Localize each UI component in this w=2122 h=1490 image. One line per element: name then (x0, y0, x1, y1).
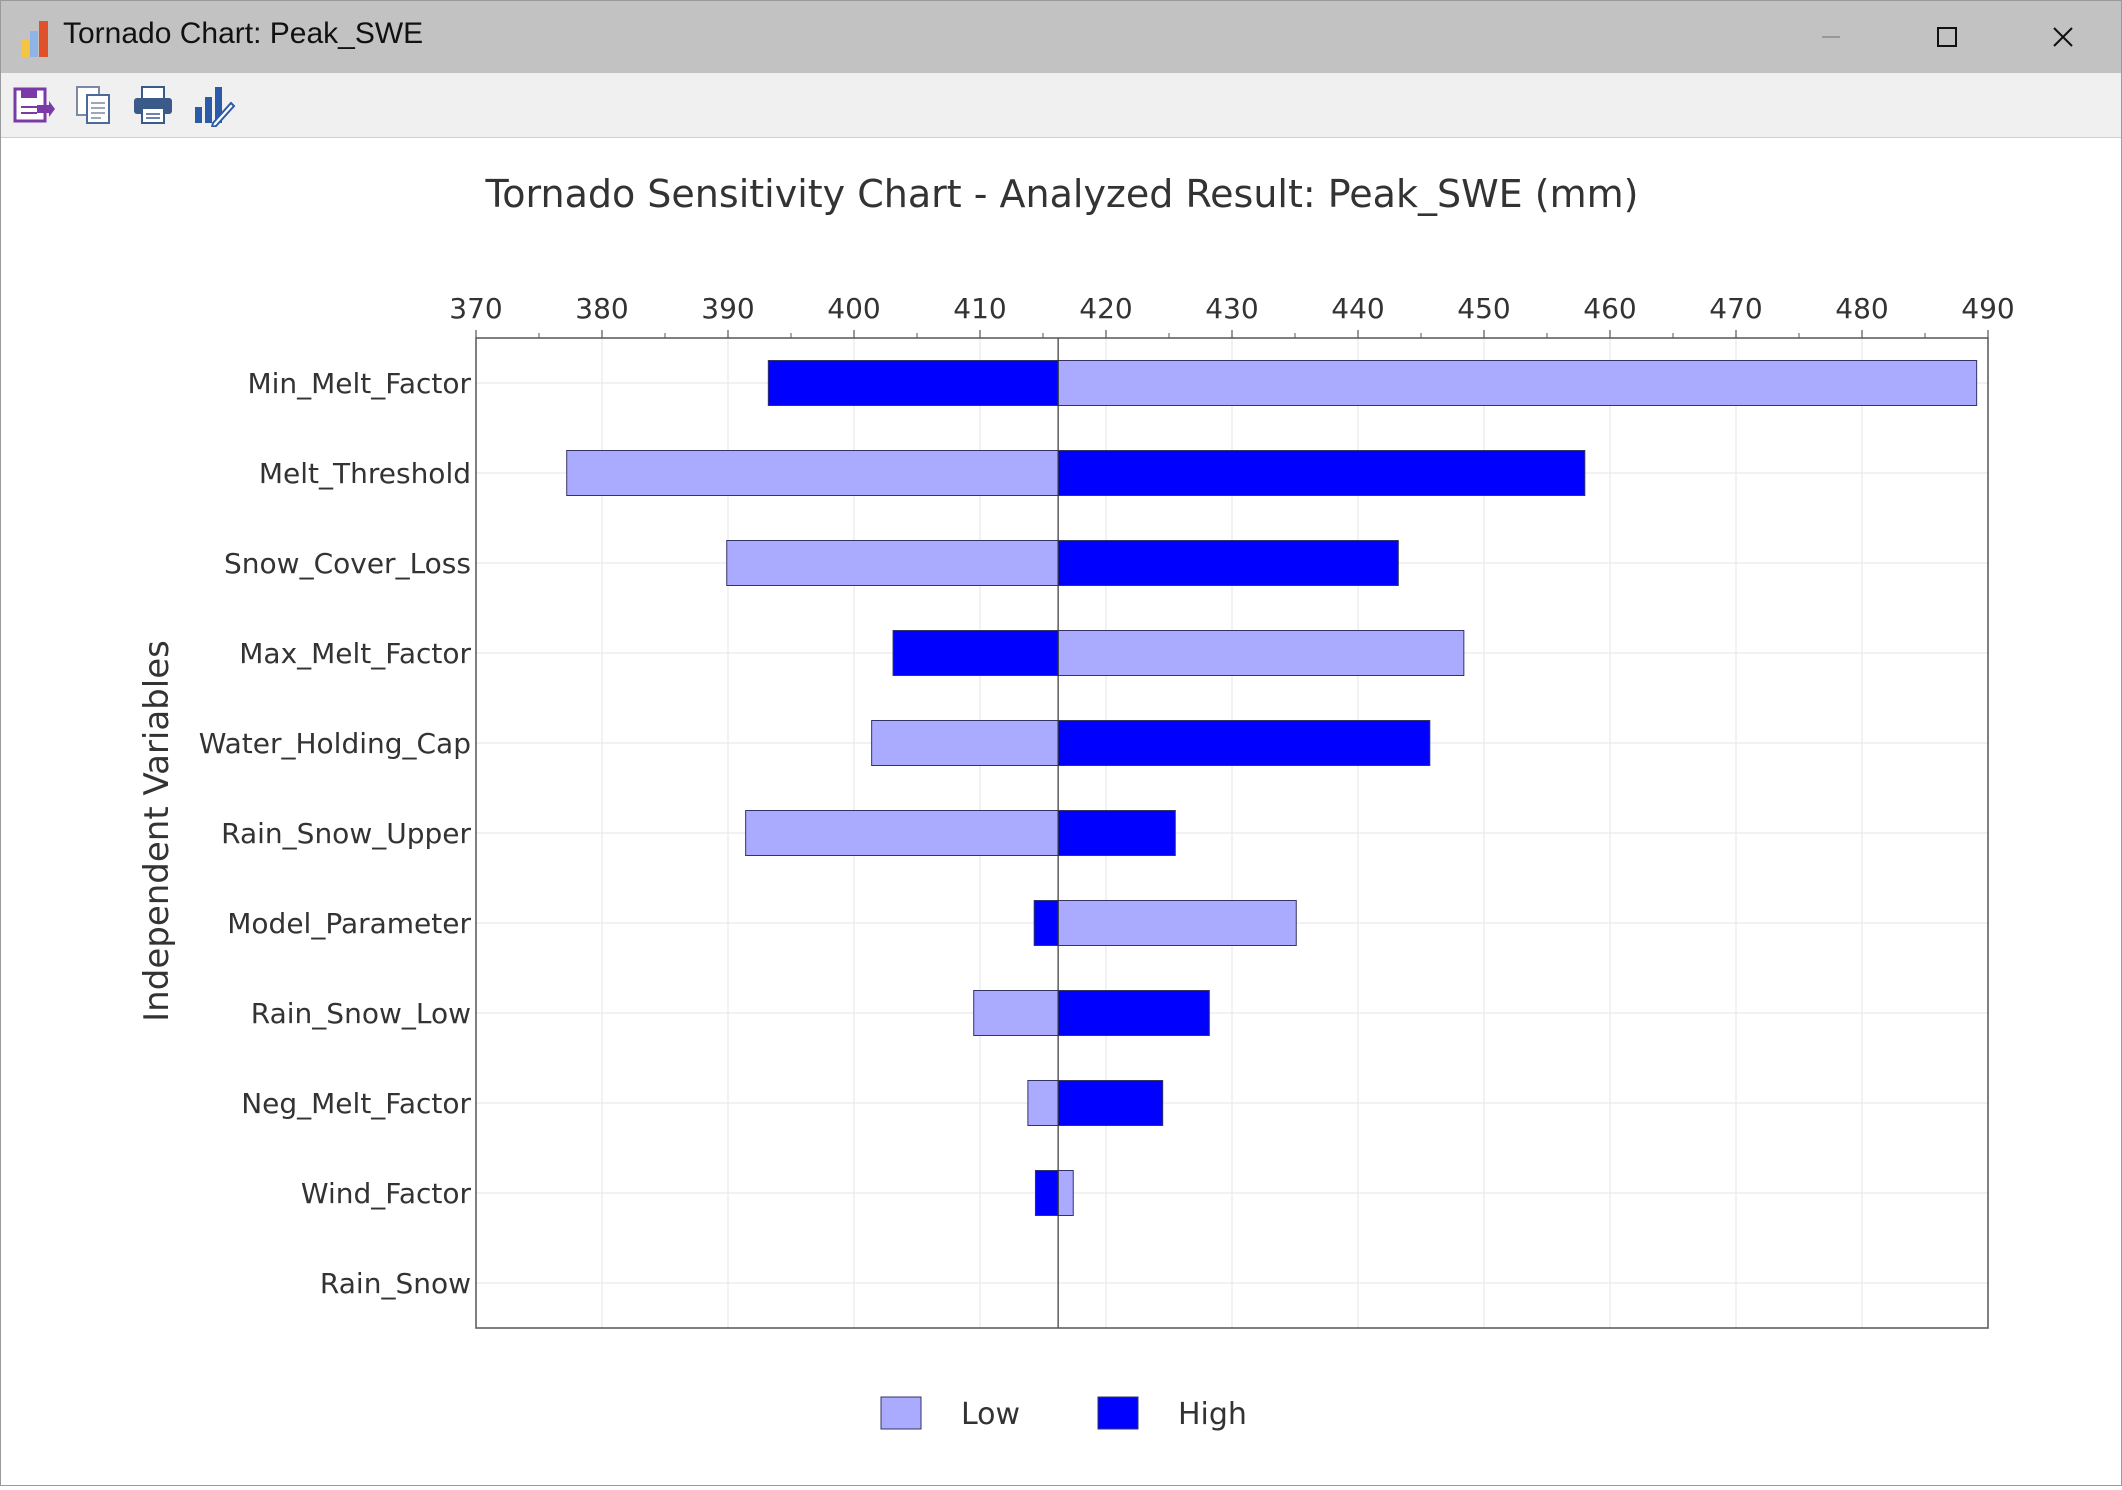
window-title: Tornado Chart: Peak_SWE (63, 17, 424, 50)
toolbar (1, 73, 2121, 138)
bar-low (745, 810, 1059, 856)
bar-high (1057, 1080, 1164, 1126)
x-tick-label: 480 (1835, 292, 1888, 325)
tornado-chart: Tornado Sensitivity Chart - Analyzed Res… (137, 172, 2015, 1432)
legend-swatch-high (1097, 1396, 1139, 1430)
legend-swatch-low (880, 1396, 922, 1430)
bar-high (1057, 450, 1586, 496)
minimize-icon[interactable] (1773, 1, 1889, 73)
category-label: Neg_Melt_Factor (241, 1087, 471, 1120)
bar-high (767, 360, 1059, 406)
category-label: Water_Holding_Cap (199, 727, 471, 760)
x-tick-label: 390 (701, 292, 754, 325)
bar-low (726, 540, 1059, 586)
bar-low (1027, 1080, 1059, 1126)
legend-label-low: Low (961, 1397, 1020, 1432)
category-label: Rain_Snow (320, 1267, 471, 1300)
maximize-icon[interactable] (1889, 1, 2005, 73)
bar-high (1057, 540, 1399, 586)
save-export-icon[interactable] (11, 83, 55, 127)
chart-edit-icon[interactable] (191, 83, 235, 127)
category-label: Rain_Snow_Low (251, 997, 471, 1030)
title-bar[interactable]: Tornado Chart: Peak_SWE (1, 1, 2121, 73)
close-icon[interactable] (2005, 1, 2121, 73)
legend: Low High (880, 1396, 1247, 1432)
x-tick-label: 420 (1079, 292, 1132, 325)
category-label: Snow_Cover_Loss (224, 547, 471, 580)
x-tick-label: 380 (575, 292, 628, 325)
category-label: Melt_Threshold (259, 457, 471, 490)
bar-high (1034, 1170, 1059, 1216)
bar-low (1057, 630, 1465, 676)
x-tick-label: 440 (1331, 292, 1384, 325)
chart-panel: Tornado Sensitivity Chart - Analyzed Res… (1, 138, 2121, 1485)
y-axis-label: Independent Variables (137, 640, 177, 1022)
bar-low (1057, 360, 1978, 406)
bar-low (1057, 900, 1297, 946)
bar-low (1057, 1170, 1074, 1216)
category-label: Rain_Snow_Upper (221, 817, 471, 850)
x-tick-label: 470 (1709, 292, 1762, 325)
bar-low (871, 720, 1059, 766)
x-tick-label: 450 (1457, 292, 1510, 325)
copy-icon[interactable] (71, 83, 115, 127)
bar-high (892, 630, 1059, 676)
bar-low (566, 450, 1059, 496)
category-label: Model_Parameter (227, 907, 471, 940)
category-label: Wind_Factor (301, 1177, 472, 1210)
category-label: Max_Melt_Factor (239, 637, 471, 670)
legend-label-high: High (1178, 1397, 1247, 1432)
chart-title: Tornado Sensitivity Chart - Analyzed Res… (485, 172, 1639, 216)
x-tick-label: 410 (953, 292, 1006, 325)
x-tick-label: 490 (1961, 292, 2014, 325)
x-tick-label: 400 (827, 292, 880, 325)
bar-high (1057, 990, 1210, 1036)
x-tick-label: 460 (1583, 292, 1636, 325)
bar-high (1033, 900, 1059, 946)
bar-chart-app-icon (21, 21, 48, 57)
category-label: Min_Melt_Factor (247, 367, 471, 400)
x-tick-label: 370 (449, 292, 502, 325)
printer-icon[interactable] (131, 83, 175, 127)
x-tick-label: 430 (1205, 292, 1258, 325)
bar-low (973, 990, 1059, 1036)
bar-high (1057, 810, 1176, 856)
bar-high (1057, 720, 1431, 766)
